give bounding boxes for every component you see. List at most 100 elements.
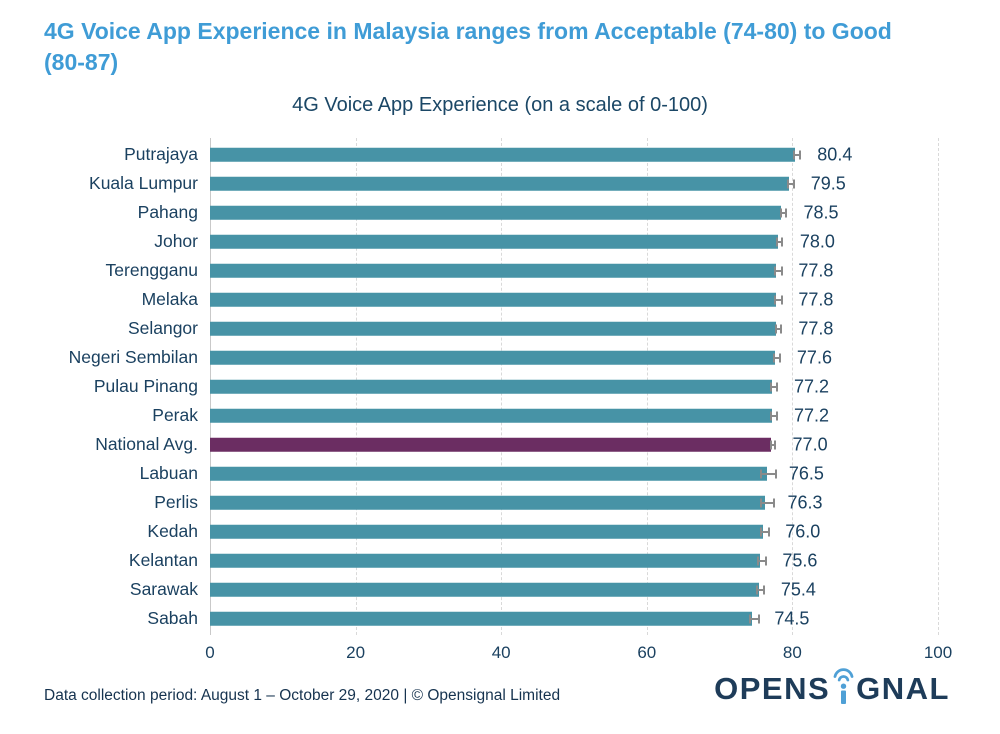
category-label: Kedah [147, 521, 198, 541]
value-label: 76.0 [785, 521, 821, 541]
x-tick-label: 100 [923, 643, 953, 662]
bar [210, 611, 753, 626]
value-label: 77.8 [798, 289, 834, 309]
bar [210, 205, 782, 220]
error-bar [776, 237, 784, 246]
bar [210, 292, 777, 307]
bar [210, 408, 773, 423]
bar [210, 147, 796, 162]
bar [210, 437, 771, 452]
error-bar [756, 585, 766, 594]
value-label: 77.8 [798, 260, 834, 280]
bar [210, 234, 778, 249]
category-label: Melaka [141, 289, 198, 309]
value-label: 74.5 [774, 608, 810, 628]
page-title: 4G Voice App Experience in Malaysia rang… [44, 18, 892, 75]
bar-track: 76.0 [210, 517, 938, 546]
chart-row: Sabah 74.5 [0, 604, 1000, 633]
chart-row: Melaka 77.8 [0, 285, 1000, 314]
value-label: 75.6 [782, 550, 818, 570]
error-bar [757, 556, 768, 565]
category-label: Putrajaya [124, 144, 198, 164]
chart-row: Kelantan 75.6 [0, 546, 1000, 575]
bar-track: 74.5 [210, 604, 938, 633]
wifi-signal-i-icon [833, 668, 854, 704]
bar-track: 77.8 [210, 314, 938, 343]
error-bar [793, 150, 802, 159]
error-bar [772, 353, 782, 362]
value-label: 77.2 [794, 405, 830, 425]
category-label: Pulau Pinang [93, 376, 198, 396]
logo-text-suffix: GNAL [856, 671, 950, 706]
opensignal-logo: OPENS GNAL [714, 663, 950, 704]
chart-row: Pulau Pinang 77.2 [0, 372, 1000, 401]
bar-track: 77.0 [210, 430, 938, 459]
value-label: 77.0 [792, 434, 828, 454]
category-label: Perlis [154, 492, 198, 512]
category-label: Negeri Sembilan [68, 347, 198, 367]
bar [210, 176, 789, 191]
bar [210, 350, 775, 365]
error-bar [769, 440, 776, 449]
chart-row: Labuan 76.5 [0, 459, 1000, 488]
bar [210, 553, 761, 568]
x-axis-tick-labels: 0 20 40 60 80 100 [205, 643, 952, 667]
bar-track: 77.2 [210, 401, 938, 430]
value-label: 77.8 [798, 318, 834, 338]
bar-track: 75.4 [210, 575, 938, 604]
bar-track: 80.4 [210, 140, 938, 169]
chart-row: Kuala Lumpur 79.5 [0, 169, 1000, 198]
data-collection-note: Data collection period: August 1 – Octob… [44, 687, 561, 704]
category-label: Terengganu [105, 260, 198, 280]
chart-row: Kedah 76.0 [0, 517, 1000, 546]
value-label: 77.2 [794, 376, 830, 396]
error-bar [749, 614, 760, 623]
bar-track: 78.0 [210, 227, 938, 256]
bar [210, 524, 764, 539]
value-label: 80.4 [817, 144, 853, 164]
category-label: Sabah [147, 608, 198, 628]
bar-track: 76.3 [210, 488, 938, 517]
x-tick-label: 80 [782, 643, 802, 662]
error-bar [774, 324, 782, 333]
value-label: 79.5 [810, 173, 846, 193]
category-label: Kelantan [128, 550, 198, 570]
bar-track: 77.8 [210, 285, 938, 314]
bar [210, 495, 766, 510]
error-bar [769, 382, 779, 391]
category-label: Johor [154, 231, 198, 251]
value-label: 75.4 [780, 579, 816, 599]
bar-track: 75.6 [210, 546, 938, 575]
bar [210, 263, 777, 278]
bar-track: 76.5 [210, 459, 938, 488]
bar-track: 77.2 [210, 372, 938, 401]
error-bar [760, 469, 778, 478]
error-bar [774, 266, 783, 275]
logo-text-prefix: OPENS [714, 671, 831, 706]
error-bar [760, 527, 771, 536]
error-bar [786, 179, 795, 188]
value-label: 77.6 [796, 347, 832, 367]
bar [210, 321, 777, 336]
error-bar [779, 208, 788, 217]
x-tick-label: 40 [491, 643, 511, 662]
bar-chart: Putrajaya 80.4 Kuala Lumpur 79.5 Pahang 78.5 J… [0, 138, 1000, 698]
bar-track: 78.5 [210, 198, 938, 227]
bar-track: 79.5 [210, 169, 938, 198]
x-tick-label: 60 [637, 643, 657, 662]
category-label: Perak [152, 405, 198, 425]
error-bar [770, 411, 778, 420]
chart-row: Putrajaya 80.4 [0, 140, 1000, 169]
chart-row: Sarawak 75.4 [0, 575, 1000, 604]
value-label: 76.5 [788, 463, 824, 483]
value-label: 78.0 [799, 231, 835, 251]
chart-row: Terengganu 77.8 [0, 256, 1000, 285]
category-label: National Avg. [95, 434, 198, 454]
chart-row: Selangor 77.8 [0, 314, 1000, 343]
bar [210, 466, 767, 481]
gridline [792, 138, 794, 635]
value-label: 78.5 [803, 202, 839, 222]
category-label: Sarawak [129, 579, 198, 599]
chart-row: Pahang 78.5 [0, 198, 1000, 227]
error-bar [774, 295, 783, 304]
